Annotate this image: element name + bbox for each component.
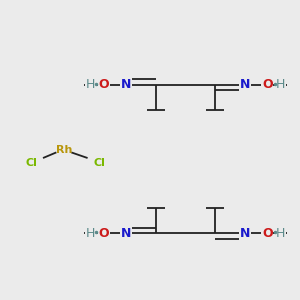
Text: H: H — [276, 227, 286, 240]
Text: O: O — [262, 227, 273, 240]
Text: N: N — [121, 78, 131, 91]
Text: N: N — [240, 78, 250, 91]
Text: H: H — [276, 78, 286, 91]
Text: N: N — [121, 227, 131, 240]
Text: N: N — [240, 227, 250, 240]
Text: Cl: Cl — [25, 158, 37, 168]
Text: Rh: Rh — [56, 145, 72, 155]
Text: H: H — [86, 78, 95, 91]
Text: H: H — [86, 227, 95, 240]
Text: Cl: Cl — [94, 158, 105, 168]
Text: O: O — [99, 227, 109, 240]
Text: O: O — [262, 78, 273, 91]
Text: O: O — [99, 78, 109, 91]
